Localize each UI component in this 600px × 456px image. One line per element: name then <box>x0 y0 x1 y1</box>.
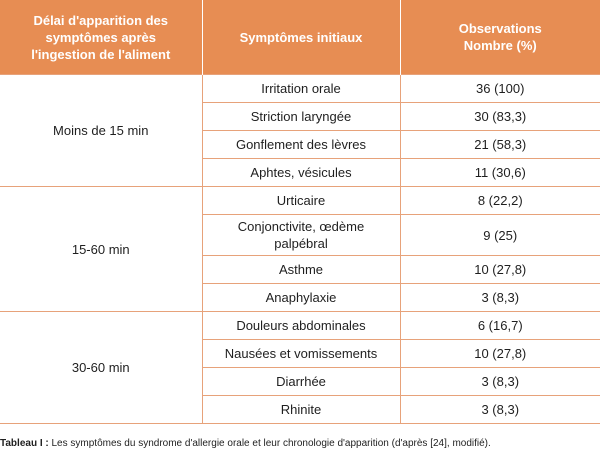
table-caption: Tableau I : Les symptômes du syndrome d'… <box>0 437 600 451</box>
symptom-cell: Nausées et vomissements <box>202 339 401 368</box>
observation-cell: 36 (100) <box>399 74 600 103</box>
observation-cell: 8 (22,2) <box>399 186 600 215</box>
symptoms-table-container: Délai d'apparition des symptômes après l… <box>0 0 600 424</box>
symptom-line: palpébral <box>274 236 328 251</box>
header-observations-line: Nombre (%) <box>463 38 537 53</box>
symptom-line: Conjonctivite, œdème <box>237 219 365 234</box>
observation-cell: 3 (8,3) <box>399 395 600 424</box>
header-symptoms-label: Symptômes initiaux <box>239 29 363 45</box>
table-row: Anaphylaxie 3 (8,3) <box>0 283 600 312</box>
table-row: Diarrhée 3 (8,3) <box>0 367 600 396</box>
header-symptoms: Symptômes initiaux <box>201 0 400 75</box>
header-delay-line: l'ingestion de l'aliment <box>31 46 171 62</box>
symptom-cell: Conjonctivite, œdème palpébral <box>202 214 401 256</box>
observation-cell: 10 (27,8) <box>399 255 600 284</box>
table-row: 30-60 min Douleurs abdominales 6 (16,7) <box>0 311 600 424</box>
table-header-row: Délai d'apparition des symptômes après l… <box>0 0 600 75</box>
observation-cell: 3 (8,3) <box>399 283 600 312</box>
observation-cell: 21 (58,3) <box>399 130 600 159</box>
delay-cell: 15-60 min <box>0 186 203 312</box>
header-observations-line: Observations <box>458 21 542 36</box>
symptom-cell: Anaphylaxie <box>202 283 401 312</box>
table-row: Asthme 10 (27,8) <box>0 255 600 284</box>
symptom-cell: Gonflement des lèvres <box>202 130 401 159</box>
table-row: 15-60 min Urticaire 8 (22,2) <box>0 186 600 312</box>
observation-cell: 6 (16,7) <box>399 311 600 340</box>
caption-label: Tableau I : <box>0 438 49 449</box>
header-delay-line: Délai d'apparition des <box>33 12 169 28</box>
symptom-cell: Urticaire <box>201 186 401 215</box>
symptoms-table: Délai d'apparition des symptômes après l… <box>0 0 600 424</box>
observation-cell: 30 (83,3) <box>399 102 600 131</box>
observation-cell: 10 (27,8) <box>399 339 600 368</box>
delay-cell: Moins de 15 min <box>0 74 203 187</box>
observation-cell: 11 (30,6) <box>399 158 600 187</box>
caption-text: Les symptômes du syndrome d'allergie ora… <box>48 438 491 449</box>
table-row: Rhinite 3 (8,3) <box>0 395 600 424</box>
table-row: Striction laryngée 30 (83,3) <box>0 102 600 131</box>
symptom-cell: Irritation orale <box>201 74 401 103</box>
symptom-cell: Rhinite <box>202 395 401 424</box>
symptom-cell: Striction laryngée <box>202 102 401 131</box>
observation-cell: 3 (8,3) <box>399 367 600 396</box>
header-delay: Délai d'apparition des symptômes après l… <box>0 0 202 75</box>
observation-cell: 9 (25) <box>399 214 600 256</box>
header-observations: Observations Nombre (%) <box>399 0 600 75</box>
header-delay-line: symptômes après <box>45 29 157 45</box>
symptom-cell: Diarrhée <box>202 367 401 396</box>
symptom-cell: Asthme <box>202 255 401 284</box>
table-row: Nausées et vomissements 10 (27,8) <box>0 339 600 368</box>
delay-cell: 30-60 min <box>0 311 203 424</box>
symptom-cell: Douleurs abdominales <box>201 311 401 340</box>
table-row: Conjonctivite, œdème palpébral 9 (25) <box>0 214 600 256</box>
symptom-cell: Aphtes, vésicules <box>202 158 401 187</box>
table-row: Moins de 15 min Irritation orale 36 (100… <box>0 74 600 187</box>
